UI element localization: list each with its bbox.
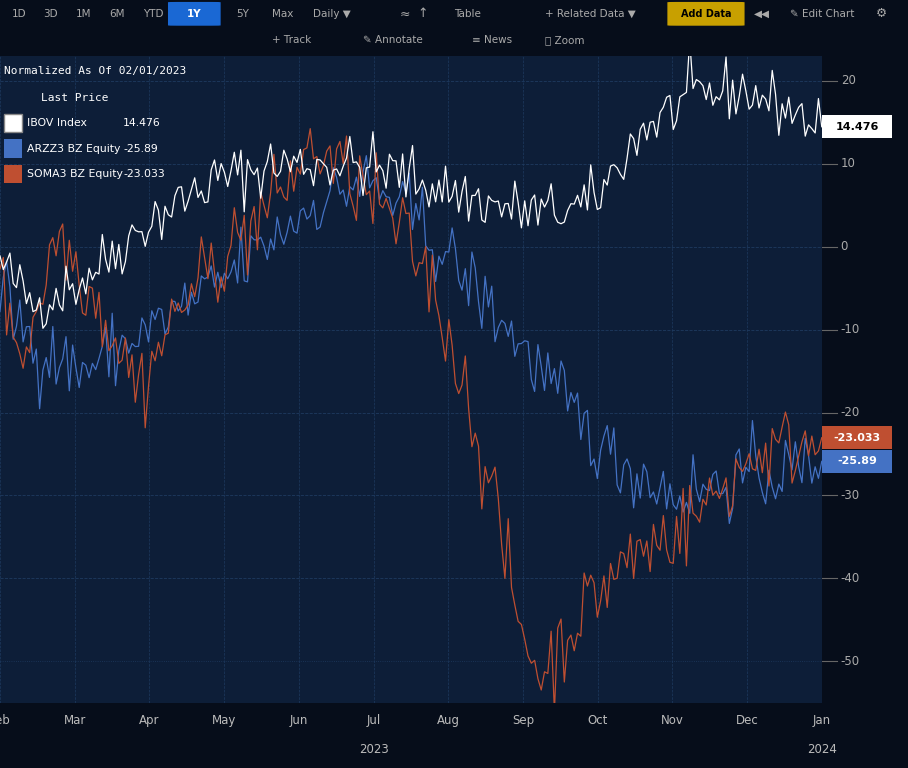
FancyBboxPatch shape <box>822 115 893 138</box>
Text: -25.89: -25.89 <box>123 144 158 154</box>
Text: Add Data: Add Data <box>681 8 732 19</box>
Text: Last Price: Last Price <box>41 93 109 103</box>
Text: -25.89: -25.89 <box>837 456 877 466</box>
Text: ✎ Annotate: ✎ Annotate <box>363 35 423 45</box>
Text: Jan: Jan <box>813 714 831 727</box>
Text: IBOV Index: IBOV Index <box>27 118 87 127</box>
FancyBboxPatch shape <box>168 2 221 25</box>
Text: -40: -40 <box>841 572 860 585</box>
Text: Jun: Jun <box>290 714 308 727</box>
Text: ≈: ≈ <box>400 8 410 20</box>
Text: 2023: 2023 <box>359 743 389 756</box>
FancyBboxPatch shape <box>667 2 745 25</box>
Text: SOMA3 BZ Equity: SOMA3 BZ Equity <box>27 170 123 180</box>
Text: -20: -20 <box>841 406 860 419</box>
Text: Mar: Mar <box>64 714 86 727</box>
FancyBboxPatch shape <box>822 426 893 449</box>
Text: 2024: 2024 <box>807 743 836 756</box>
Text: 20: 20 <box>841 74 855 88</box>
Text: 14.476: 14.476 <box>123 118 161 127</box>
Text: 1Y: 1Y <box>187 8 202 19</box>
Text: -50: -50 <box>841 655 860 667</box>
Text: YTD: YTD <box>143 8 164 19</box>
Text: 14.476: 14.476 <box>835 122 879 132</box>
Text: ≡ News: ≡ News <box>472 35 512 45</box>
FancyBboxPatch shape <box>5 165 22 184</box>
Text: Nov: Nov <box>661 714 684 727</box>
Text: + Track: + Track <box>272 35 311 45</box>
Text: Table: Table <box>454 8 481 19</box>
Text: -23.033: -23.033 <box>834 432 881 442</box>
Text: -10: -10 <box>841 323 860 336</box>
Text: 3D: 3D <box>44 8 58 19</box>
Text: 1M: 1M <box>75 8 91 19</box>
Text: ARZZ3 BZ Equity: ARZZ3 BZ Equity <box>27 144 121 154</box>
Text: 🔍 Zoom: 🔍 Zoom <box>545 35 585 45</box>
Text: ✎ Edit Chart: ✎ Edit Chart <box>790 8 854 19</box>
Text: Aug: Aug <box>437 714 459 727</box>
Text: ⚙: ⚙ <box>876 8 887 20</box>
Text: Normalized As Of 02/01/2023: Normalized As Of 02/01/2023 <box>5 66 186 76</box>
Text: Feb: Feb <box>0 714 10 727</box>
Text: ◀◀: ◀◀ <box>754 8 770 19</box>
Text: + Related Data ▼: + Related Data ▼ <box>545 8 636 19</box>
FancyBboxPatch shape <box>5 114 22 132</box>
Text: -23.033: -23.033 <box>123 170 165 180</box>
Text: 6M: 6M <box>109 8 124 19</box>
Text: Oct: Oct <box>587 714 607 727</box>
Text: Sep: Sep <box>512 714 534 727</box>
Text: -30: -30 <box>841 489 860 502</box>
Text: May: May <box>212 714 236 727</box>
Text: 10: 10 <box>841 157 855 170</box>
Text: Jul: Jul <box>367 714 380 727</box>
Text: Dec: Dec <box>735 714 758 727</box>
FancyBboxPatch shape <box>5 140 22 157</box>
Text: Apr: Apr <box>139 714 160 727</box>
Text: 0: 0 <box>841 240 848 253</box>
FancyBboxPatch shape <box>822 450 893 473</box>
Text: 5Y: 5Y <box>236 8 249 19</box>
Text: ↑: ↑ <box>418 8 429 20</box>
Text: Daily ▼: Daily ▼ <box>313 8 351 19</box>
Text: Max: Max <box>272 8 294 19</box>
Text: 1D: 1D <box>12 8 26 19</box>
